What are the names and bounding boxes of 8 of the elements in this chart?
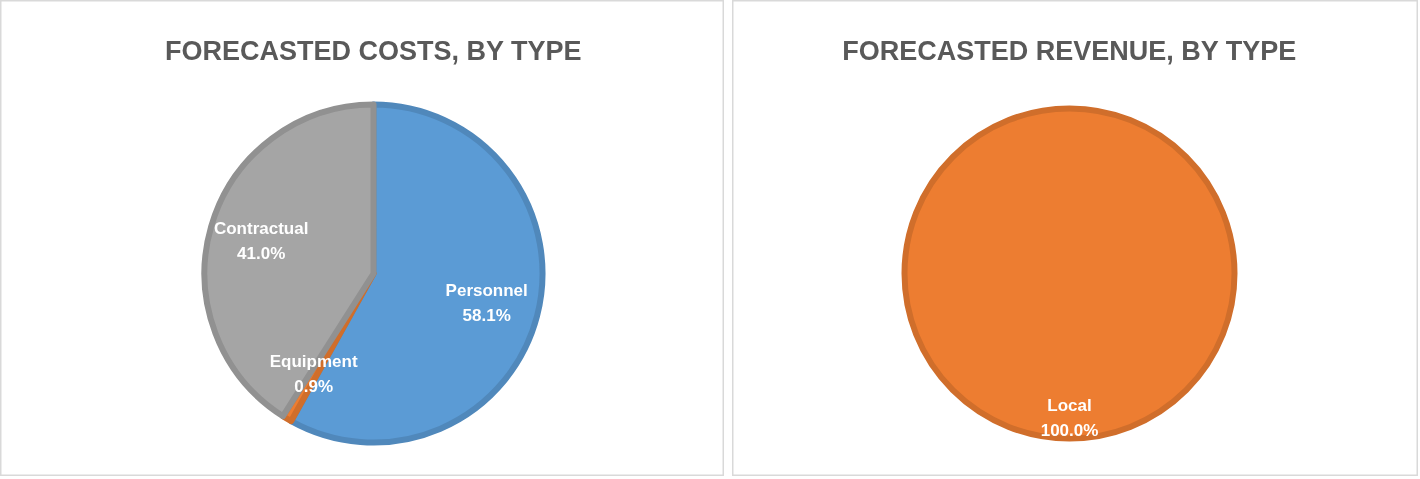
slice-label: Personnel [445, 281, 528, 301]
slice-label: Contractual [213, 219, 309, 239]
data-label: 100.0% [1040, 420, 1099, 440]
data-label: 41.0% [237, 243, 286, 263]
chart-title: FORECASTED REVENUE, BY TYPE [842, 35, 1297, 66]
slice-label: Local [1047, 396, 1092, 416]
chart-title: FORECASTED COSTS, BY TYPE [164, 35, 582, 66]
data-label: 58.1% [462, 305, 511, 325]
